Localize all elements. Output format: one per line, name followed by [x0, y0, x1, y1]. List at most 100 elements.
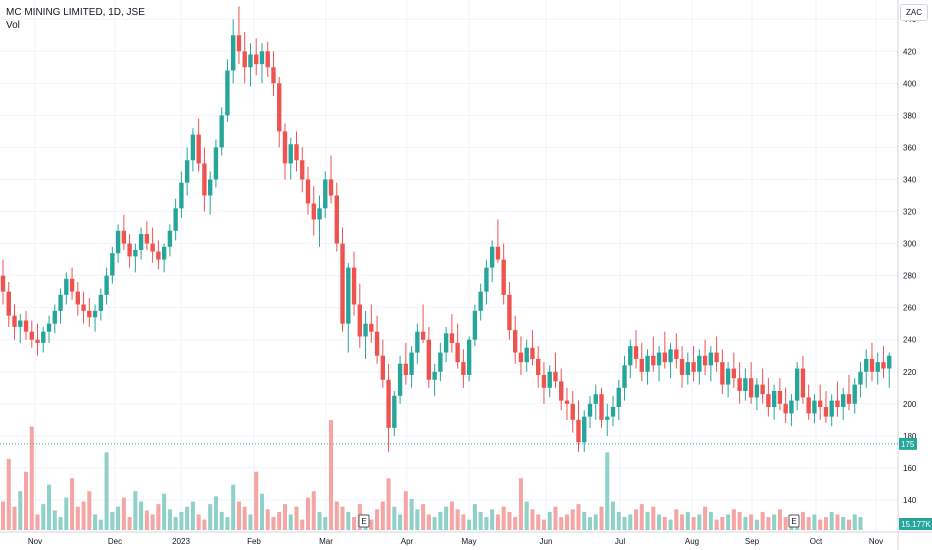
y-tick-label: 360: [903, 143, 917, 152]
candle-body: [150, 243, 155, 252]
volume-bar: [720, 517, 725, 530]
candle-body: [731, 368, 737, 379]
volume-bar: [438, 511, 443, 530]
volume-bar: [444, 506, 449, 530]
volume-bar: [271, 517, 276, 530]
volume-bar: [70, 478, 75, 530]
volume-bar: [24, 471, 29, 530]
volume-bar: [490, 509, 495, 530]
volume-bar: [398, 514, 403, 530]
candle-body: [173, 208, 178, 231]
candle-body: [754, 384, 760, 398]
candle-body: [52, 310, 57, 324]
volume-bar: [524, 501, 529, 530]
candle-body: [46, 323, 52, 332]
candle-body: [841, 394, 846, 408]
volume-bar: [219, 511, 224, 530]
candle-body: [610, 407, 616, 417]
candle-body: [639, 358, 644, 372]
candle-body: [789, 400, 794, 414]
volume-bar: [835, 514, 840, 530]
candle-body: [420, 331, 426, 340]
earnings-marker[interactable]: E: [788, 514, 800, 528]
volume-bar: [455, 509, 460, 530]
candle-body: [748, 378, 754, 398]
candle-body: [328, 179, 334, 196]
candle-body: [133, 249, 138, 257]
volume-bar: [564, 514, 569, 530]
candle-body: [449, 333, 455, 343]
candle-body: [254, 54, 259, 65]
volume-bar: [639, 504, 644, 530]
candle-body: [593, 394, 598, 404]
y-tick-label: 280: [903, 272, 917, 281]
candle-body: [622, 365, 627, 388]
candle-body: [138, 233, 144, 250]
last-price-label: 175: [901, 440, 915, 449]
candle-body: [438, 352, 443, 372]
candle-body: [443, 333, 449, 353]
volume-bar: [190, 501, 195, 530]
candle-body: [340, 243, 345, 324]
volume-bar: [593, 514, 598, 530]
volume-bar: [64, 497, 69, 530]
volume-bar: [501, 506, 506, 530]
volume-bar: [167, 509, 172, 530]
volume-bar: [812, 514, 817, 530]
candle-body: [812, 400, 817, 414]
volume-bar: [277, 511, 282, 530]
candle-body: [455, 342, 460, 363]
x-tick-label: 2023: [172, 537, 190, 546]
candle-body: [875, 362, 880, 372]
volume-bar: [484, 517, 489, 530]
candle-body: [369, 323, 374, 332]
candle-body: [628, 346, 633, 366]
volume-bar: [472, 504, 477, 530]
volume-bar: [340, 506, 345, 530]
volume-bar: [610, 501, 616, 530]
x-tick-label: Mar: [319, 537, 333, 546]
volume-bar: [518, 478, 523, 530]
candle-body: [196, 134, 201, 164]
volume-bar: [403, 491, 408, 530]
candle-body: [582, 416, 587, 443]
candle-body: [12, 315, 17, 327]
volume-bar: [104, 452, 109, 530]
candle-body: [121, 230, 127, 244]
earnings-marker[interactable]: E: [358, 514, 370, 528]
volume-bar: [265, 509, 270, 530]
volume-bar: [841, 517, 846, 530]
volume-bar: [605, 452, 610, 530]
volume-bar: [760, 511, 765, 530]
volume-bar: [570, 509, 575, 530]
volume-bar: [783, 517, 788, 530]
candle-body: [461, 362, 466, 375]
volume-bar: [599, 506, 604, 530]
svg-text:E: E: [791, 517, 796, 526]
volume-bar: [98, 519, 103, 530]
volume-bar: [777, 509, 782, 530]
volume-bar: [29, 426, 34, 530]
candle-body: [495, 246, 501, 260]
y-tick-label: 240: [903, 336, 917, 345]
volume-bar: [587, 517, 593, 530]
candle-body: [18, 320, 23, 327]
candle-body: [507, 294, 512, 331]
currency-button[interactable]: ZAC: [900, 4, 928, 21]
volume-bar: [478, 511, 483, 530]
volume-bar: [800, 511, 805, 530]
candle-body: [887, 355, 892, 369]
volume-bar: [6, 458, 11, 530]
candle-body: [305, 179, 311, 204]
candle-body: [633, 346, 639, 359]
volume-bar: [576, 504, 581, 530]
volume-bar: [196, 514, 201, 530]
candle-body: [104, 275, 109, 295]
candle-body: [167, 230, 173, 247]
volume-bar: [657, 514, 662, 530]
candle-body: [777, 390, 783, 404]
x-tick-label: Apr: [401, 537, 414, 546]
candle-body: [259, 51, 265, 65]
candle-body: [645, 355, 650, 372]
